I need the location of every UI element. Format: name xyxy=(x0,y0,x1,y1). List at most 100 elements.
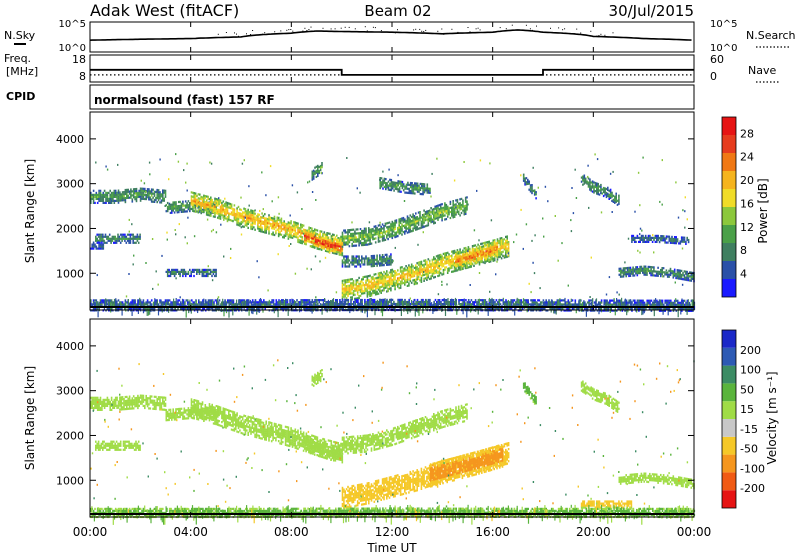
range-gate-cell xyxy=(376,232,378,236)
range-gate-cell xyxy=(99,189,102,192)
range-gate-cell xyxy=(330,239,333,242)
range-gate-cell xyxy=(148,194,150,197)
range-gate-cell xyxy=(445,258,448,261)
range-gate-cell xyxy=(421,216,424,219)
range-gate-cell xyxy=(277,218,280,221)
range-gate-cell xyxy=(605,191,608,195)
range-gate-cell xyxy=(344,265,346,268)
range-gate-cell xyxy=(390,263,392,266)
range-gate-cell xyxy=(686,238,688,241)
range-gate-cell xyxy=(352,263,355,266)
range-gate-cell xyxy=(629,270,632,273)
range-gate-cell xyxy=(124,233,126,236)
range-gate-cell xyxy=(232,299,235,302)
range-gate-cell xyxy=(305,237,307,240)
range-gate-cell xyxy=(293,233,295,236)
range-gate-cell xyxy=(628,274,630,278)
range-gate-cell xyxy=(275,303,278,306)
range-gate-cell xyxy=(116,193,118,196)
range-gate-cell xyxy=(163,301,165,304)
range-gate-cell xyxy=(276,218,279,221)
range-gate-cell xyxy=(388,281,391,284)
range-gate-cell xyxy=(319,164,322,168)
range-gate-cell xyxy=(201,200,204,203)
range-gate-cell xyxy=(341,249,343,252)
range-gate-cell xyxy=(348,280,351,283)
range-gate-cell xyxy=(287,225,290,228)
range-gate-cell xyxy=(149,303,152,306)
range-gate-cell xyxy=(404,279,406,282)
range-gate-cell xyxy=(304,301,307,304)
range-gate-cell xyxy=(454,254,457,258)
range-gate-cell xyxy=(166,206,169,209)
range-gate-cell xyxy=(391,222,394,225)
range-gate-cell xyxy=(358,242,360,245)
range-gate-cell xyxy=(399,227,402,231)
range-gate-cell xyxy=(113,241,115,244)
range-gate-cell xyxy=(676,240,679,243)
range-gate-cell xyxy=(626,271,629,274)
range-gate-cell xyxy=(464,248,467,252)
range-gate-cell xyxy=(239,216,241,219)
range-gate-cell xyxy=(460,203,463,207)
range-gate-cell xyxy=(420,274,423,277)
range-gate-cell xyxy=(322,239,324,242)
range-gate-cell xyxy=(392,222,395,225)
range-gate-cell xyxy=(390,187,393,190)
range-gate-cell xyxy=(182,303,185,306)
range-gate-cell xyxy=(394,284,396,287)
range-gate-cell xyxy=(680,269,683,272)
range-gate-cell xyxy=(139,187,142,190)
range-gate-cell xyxy=(205,201,208,204)
range-gate-cell xyxy=(381,223,384,226)
range-gate-cell xyxy=(204,301,207,304)
range-gate-cell xyxy=(333,244,335,247)
range-gate-cell xyxy=(319,248,321,251)
range-gate-cell xyxy=(98,195,100,198)
range-gate-cell xyxy=(163,189,165,192)
range-gate-cell xyxy=(166,268,169,271)
range-gate-cell xyxy=(366,261,369,264)
range-gate-cell xyxy=(257,217,259,220)
range-gate-cell xyxy=(99,193,102,196)
range-gate-cell xyxy=(531,190,533,193)
range-gate-cell xyxy=(535,191,537,194)
range-gate-cell xyxy=(363,261,366,264)
range-gate-cell xyxy=(451,208,453,211)
range-gate-cell xyxy=(176,209,179,212)
range-gate-cell xyxy=(380,260,382,263)
range-gate-cell xyxy=(301,230,303,233)
range-gate-cell xyxy=(183,208,186,211)
range-gate-cell xyxy=(386,226,388,229)
range-gate-cell xyxy=(131,237,133,240)
range-gate-cell xyxy=(362,257,364,260)
range-gate-cell xyxy=(191,268,194,271)
range-gate-cell xyxy=(215,212,218,215)
range-gate-cell xyxy=(115,241,118,244)
range-gate-cell xyxy=(386,234,388,237)
range-gate-cell xyxy=(460,265,463,268)
range-gate-cell xyxy=(205,213,208,216)
range-gate-cell xyxy=(288,235,291,239)
range-gate-cell xyxy=(319,240,321,243)
range-gate-cell xyxy=(240,299,243,302)
range-gate-cell xyxy=(369,286,371,289)
range-gate-cell xyxy=(108,239,111,242)
range-gate-cell xyxy=(230,207,233,210)
range-gate-cell xyxy=(420,278,423,281)
range-gate-cell xyxy=(662,239,665,242)
range-gate-cell xyxy=(687,279,690,282)
range-gate-cell xyxy=(344,299,347,302)
range-gate-cell xyxy=(184,307,186,310)
range-gate-cell xyxy=(506,243,508,246)
range-gate-cell xyxy=(265,303,268,306)
range-gate-cell xyxy=(203,210,205,213)
range-gate-cell xyxy=(479,252,482,255)
range-gate-cell xyxy=(373,258,376,261)
range-gate-cell xyxy=(439,213,442,216)
range-gate-cell xyxy=(411,190,413,193)
range-gate-cell xyxy=(376,290,378,294)
range-gate-cell xyxy=(370,261,373,264)
range-gate-cell xyxy=(101,195,103,198)
range-gate-cell xyxy=(424,213,427,216)
